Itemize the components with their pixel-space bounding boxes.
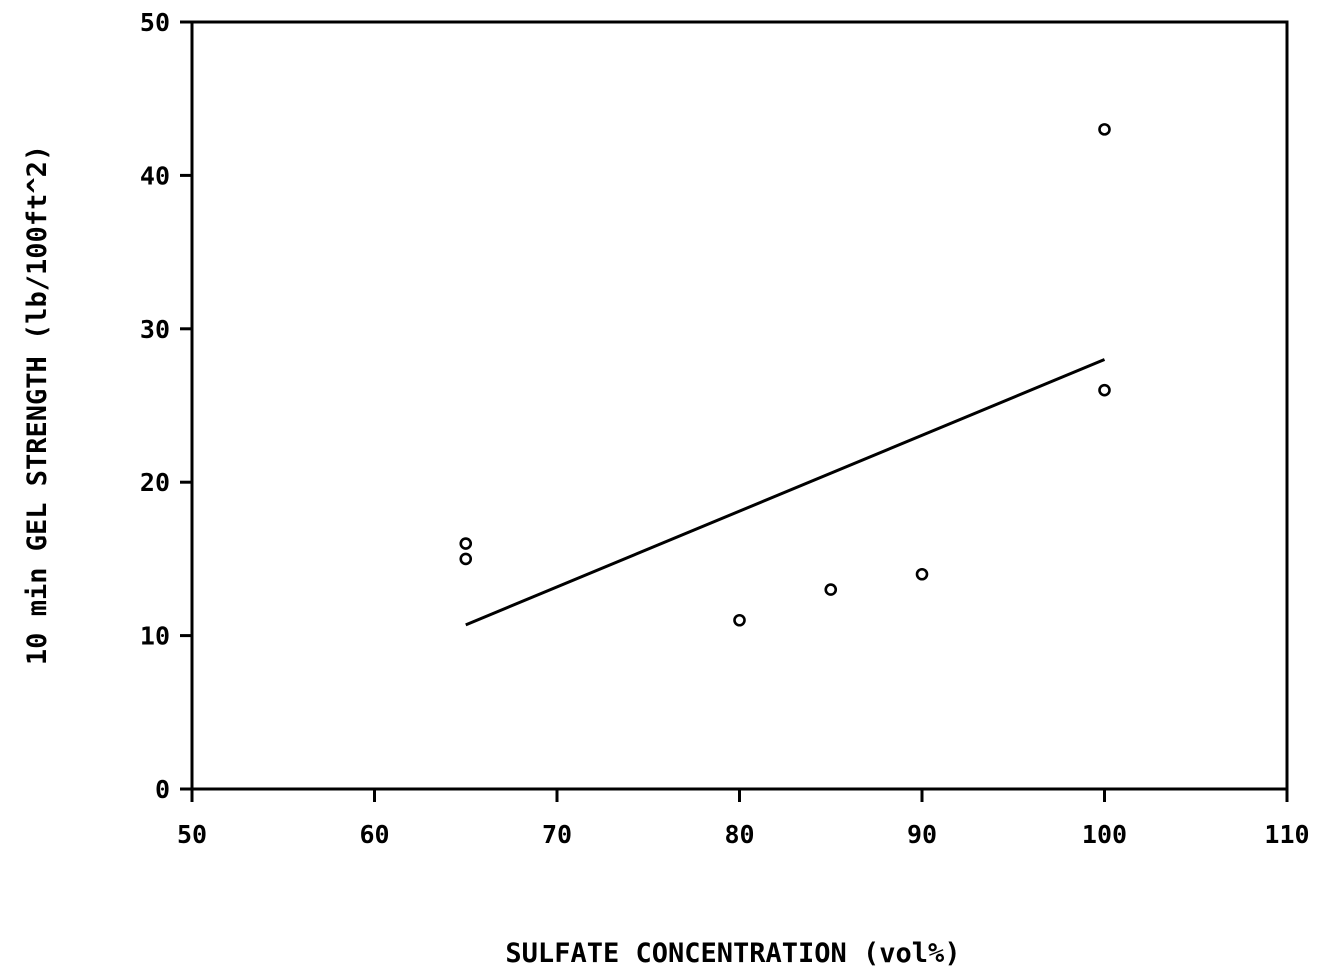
x-tick-label: 90 <box>907 820 937 849</box>
data-point <box>1098 123 1111 136</box>
y-tick-label: 10 <box>140 622 170 651</box>
x-tick-label: 110 <box>1264 820 1309 849</box>
plot-frame <box>190 20 1289 791</box>
data-point <box>1098 383 1111 397</box>
data-point <box>459 552 473 566</box>
x-axis-title: SULFATE CONCENTRATION (vol%) <box>505 938 960 969</box>
y-axis-title: 10 min GEL STRENGTH (lb/100ft^2) <box>22 145 53 665</box>
y-tick-label: 40 <box>140 161 170 190</box>
data-points <box>459 123 1111 627</box>
x-tick-label: 100 <box>1082 820 1127 849</box>
data-point <box>733 613 746 627</box>
y-axis-ticks: 0 10 20 30 40 50 <box>140 8 192 804</box>
x-tick-label: 50 <box>177 820 207 849</box>
fit-line-group <box>465 358 1106 627</box>
fit-line <box>465 358 1106 627</box>
x-tick-label: 60 <box>359 820 389 849</box>
data-point <box>824 583 838 596</box>
x-axis-ticks: 50 60 70 80 90 100 110 <box>177 789 1310 849</box>
x-tick-label: 70 <box>542 820 572 849</box>
y-tick-label: 30 <box>140 315 170 344</box>
y-tick-label: 50 <box>140 8 170 37</box>
data-point <box>915 567 929 581</box>
y-tick-label: 0 <box>155 775 170 804</box>
y-tick-label: 20 <box>140 468 170 497</box>
x-tick-label: 80 <box>724 820 754 849</box>
data-point <box>459 537 473 550</box>
